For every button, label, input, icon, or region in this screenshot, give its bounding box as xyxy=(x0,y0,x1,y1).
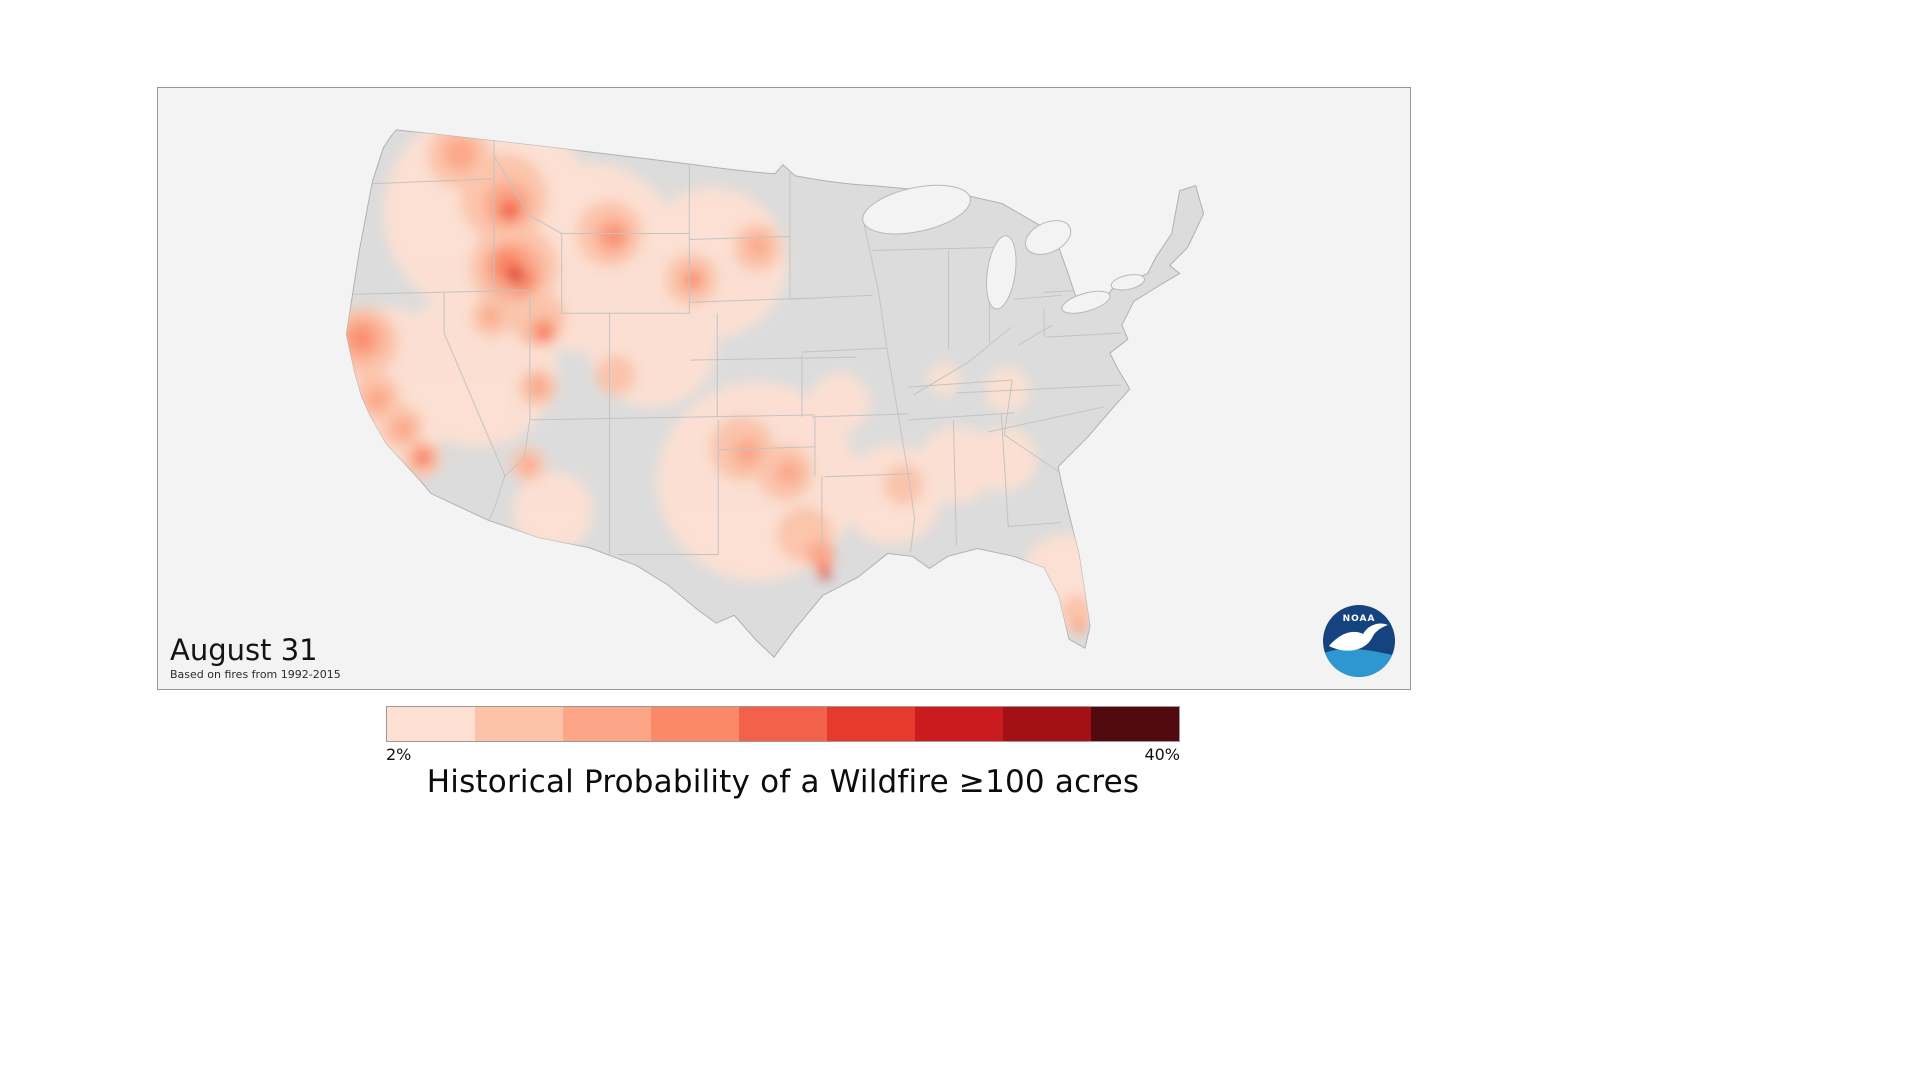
logo-text: NOAA xyxy=(1343,614,1376,624)
hotspot-western-colorado xyxy=(595,355,636,395)
hotspot-florida-tip xyxy=(1071,618,1087,635)
hotspot-southeast-texas xyxy=(806,540,835,569)
lake-erie xyxy=(1061,290,1111,314)
hotspot-south-florida xyxy=(1060,595,1092,628)
colorbar-segment xyxy=(1003,707,1091,741)
hotspot-socal-hotspot xyxy=(417,451,430,464)
colorbar-segment xyxy=(387,707,475,741)
us-map-panel: August 31 Based on fires from 1992-2015 … xyxy=(157,87,1411,690)
hotspot-black-hills-dark xyxy=(686,273,701,288)
colorbar-segment xyxy=(739,707,827,741)
lake-huron xyxy=(1025,220,1072,255)
hotspot-nevada-core xyxy=(482,306,500,325)
lake-michigan xyxy=(986,235,1017,310)
hotspot-oklahoma-core xyxy=(733,438,762,467)
hotspot-sierra-core xyxy=(392,417,415,440)
hotspot-washington-core xyxy=(443,136,478,171)
hotspot-arizona-south xyxy=(512,471,593,552)
noaa-logo-icon: NOAA xyxy=(1323,605,1395,677)
legend-title: Historical Probability of a Wildfire ≥10… xyxy=(426,764,1140,800)
hotspot-ne-oregon-peak xyxy=(504,206,515,217)
legend-min-label: 2% xyxy=(386,745,412,764)
hotspot-idaho-max xyxy=(511,271,522,282)
us-map-svg xyxy=(345,129,1205,658)
hotspot-arklatex-core xyxy=(777,460,801,485)
hotspot-montana-dark xyxy=(604,227,623,246)
great-lakes xyxy=(862,184,1145,314)
hotspot-norcal-dark xyxy=(350,327,373,350)
colorbar-segment xyxy=(563,707,651,741)
hotspot-kentucky xyxy=(928,363,961,395)
logo-sea xyxy=(1323,648,1395,677)
colorbar-segment xyxy=(1091,707,1179,741)
hotspot-houston-max xyxy=(821,571,830,580)
hotspot-north-dakota-core xyxy=(747,234,770,257)
noaa-logo: NOAA xyxy=(1322,604,1396,678)
hotspot-utah-core xyxy=(527,377,548,397)
gull-icon xyxy=(1329,623,1388,651)
colorbar-segment xyxy=(651,707,739,741)
hotspot-mississippi-pine-belt xyxy=(883,464,924,505)
legend-labels: 2% 40% xyxy=(386,742,1180,764)
colorbar-segment xyxy=(915,707,1003,741)
legend-max-label: 40% xyxy=(1144,745,1180,764)
colorbar-segment xyxy=(827,707,915,741)
hotspot-snake-hotspot xyxy=(539,329,550,340)
hotspot-appalachia xyxy=(985,368,1030,412)
hotspot-central-ca-core xyxy=(365,387,390,411)
hotspot-arizona-core xyxy=(519,456,536,473)
colorbar xyxy=(386,706,1180,742)
colorbar-segment xyxy=(475,707,563,741)
legend: 2% 40% Historical Probability of a Wildf… xyxy=(386,706,1180,800)
lake-ontario xyxy=(1110,274,1145,291)
hotspot-missouri xyxy=(809,373,870,433)
lake-superior xyxy=(862,184,971,235)
